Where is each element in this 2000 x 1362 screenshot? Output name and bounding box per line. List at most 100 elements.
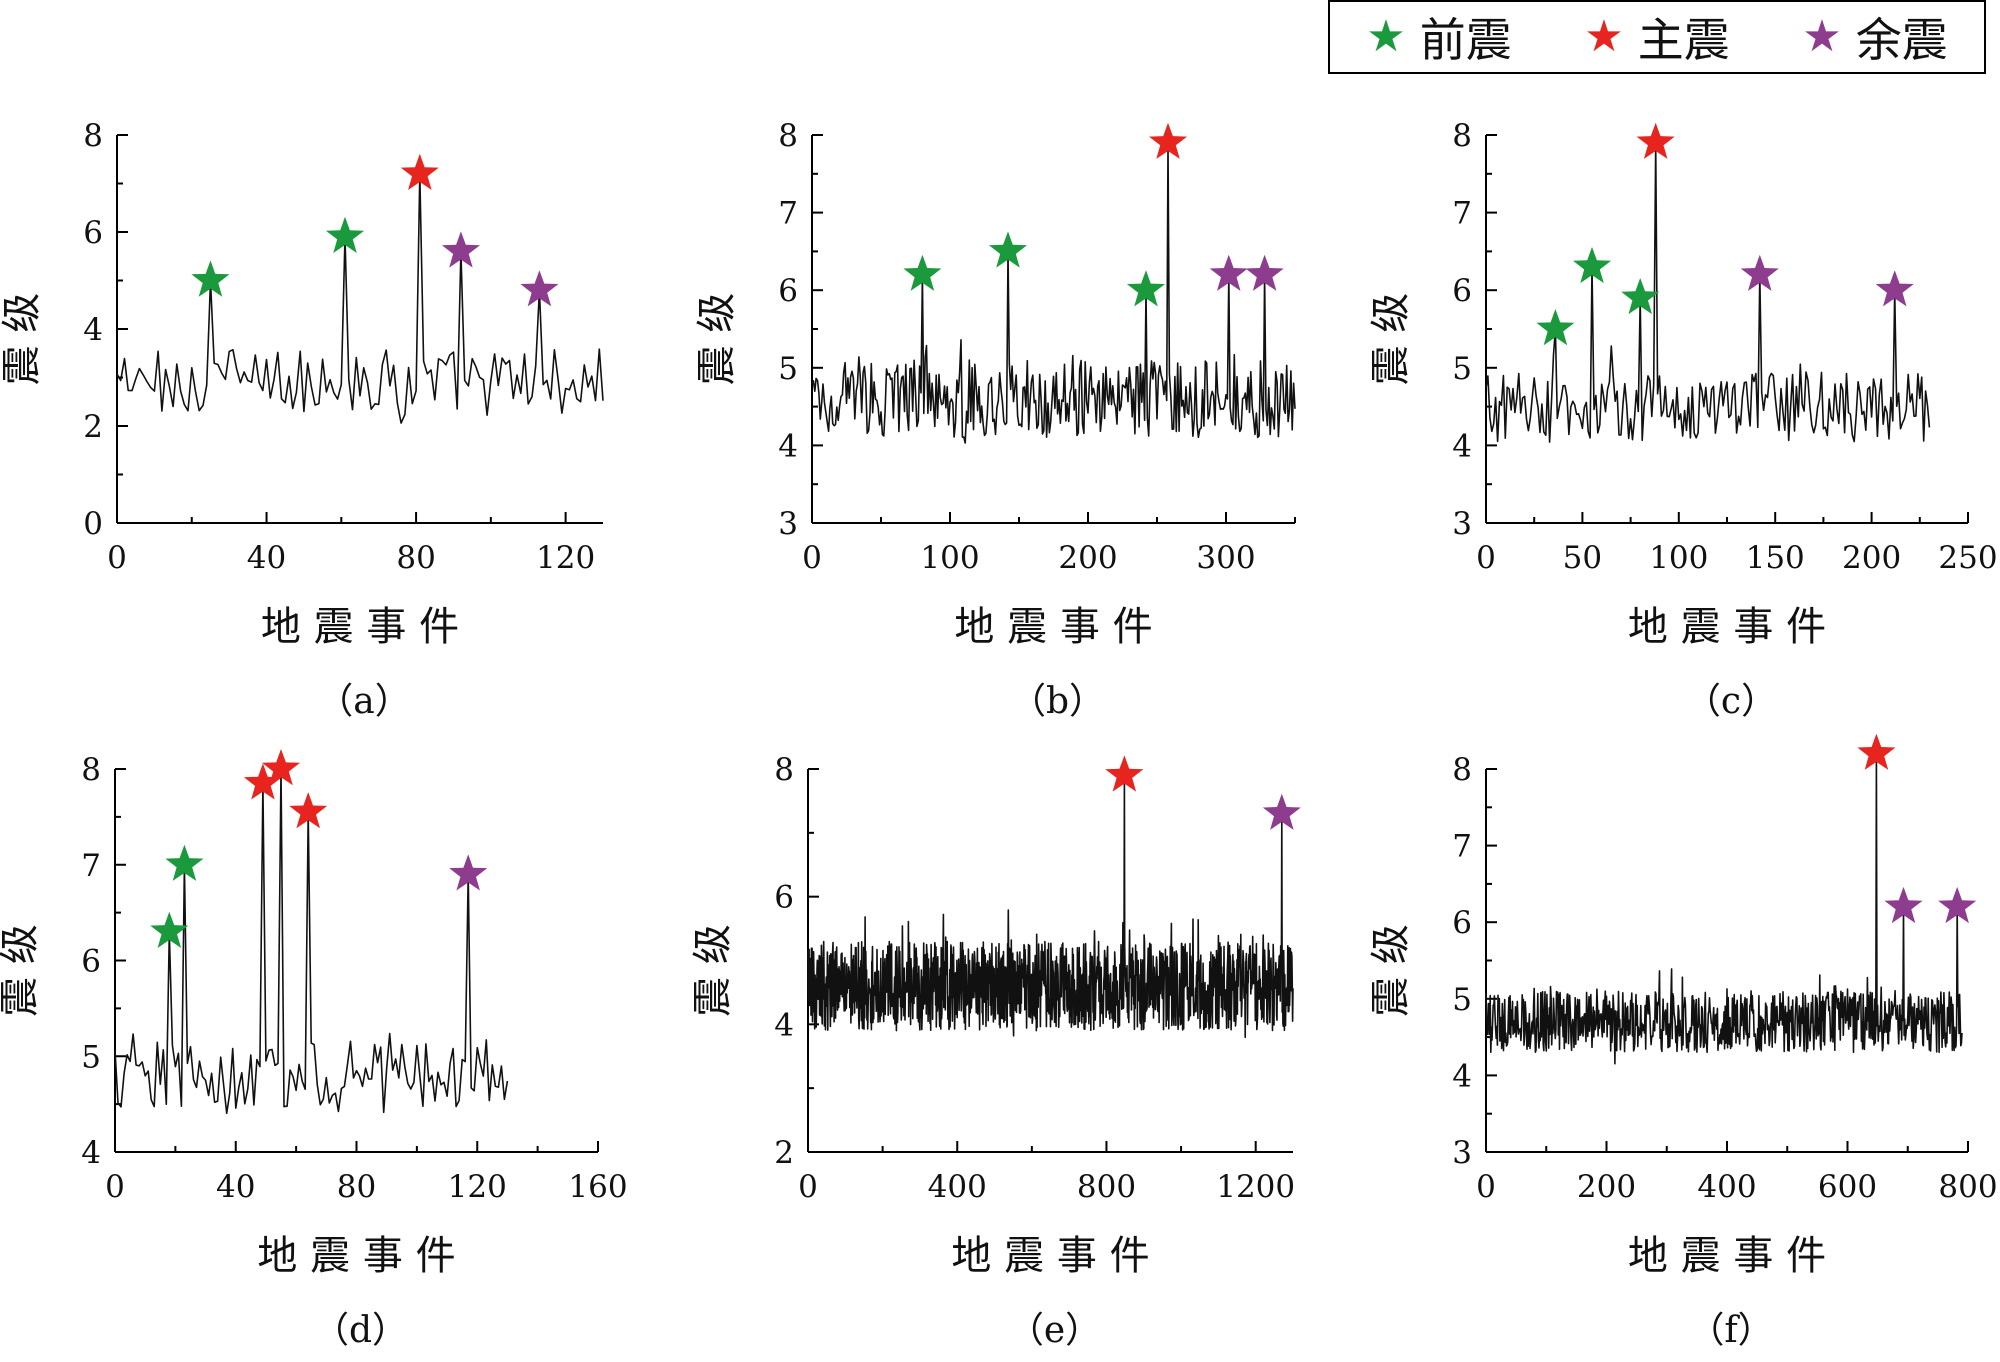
y-tick-label: 5 [81,1039,101,1075]
x-axis-title: 地 震 事 件 [261,604,459,650]
event-marker-aftershock [1884,886,1923,924]
event-marker-foreshock [150,911,189,948]
panel-label: （d） [313,1310,408,1351]
y-tick-label: 4 [778,428,798,464]
y-tick-label: 6 [778,273,798,309]
event-marker-foreshock [191,260,230,297]
y-tick-label: 7 [1452,196,1472,232]
x-axis-title: 地 震 事 件 [1628,1233,1826,1279]
y-tick-label: 6 [774,880,794,916]
x-tick-label: 200 [1058,540,1117,576]
magnitude-series-line [1485,142,1931,443]
event-marker-foreshock [1621,278,1660,315]
x-tick-label: 250 [1938,540,1997,576]
x-axis-title: 地 震 事 件 [257,1233,455,1279]
x-axis-title: 地 震 事 件 [1628,604,1826,650]
event-marker-aftershock [449,854,488,891]
event-marker-mainshock [289,792,328,829]
panel-label: （b） [1010,681,1105,722]
x-tick-label: 40 [216,1169,255,1205]
x-tick-label: 800 [1077,1169,1136,1205]
event-marker-aftershock [441,231,480,268]
event-marker-mainshock [1105,755,1144,792]
legend-label: 主震 [1637,13,1730,67]
x-tick-label: 0 [105,1169,125,1205]
chart-panel-1: 3 4 5 6 7 8 0 100 200 300 地 震 事 件 震 级 （b） [694,118,1296,722]
magnitude-series-line [114,768,509,1115]
y-tick-label: 5 [778,351,798,387]
x-tick-label: 1200 [1216,1169,1295,1205]
event-marker-foreshock [988,231,1027,268]
y-tick-label: 3 [778,506,798,542]
event-marker-mainshock [1149,122,1188,159]
x-tick-label: 200 [1842,540,1901,576]
panel-label: （a） [317,681,410,722]
event-marker-aftershock [1262,793,1301,830]
event-marker-aftershock [520,270,559,307]
legend-item-aftershock: ★ 余震 [1802,4,1947,70]
x-tick-label: 800 [1938,1169,1997,1205]
y-axis-title: 震 级 [690,924,736,1017]
x-tick-label: 400 [928,1169,987,1205]
panel-label: （f） [1688,1310,1773,1351]
legend-label: 前震 [1419,13,1512,67]
y-tick-label: 6 [1452,905,1472,941]
x-tick-label: 100 [1649,540,1708,576]
y-axis-title: 震 级 [0,924,43,1017]
x-tick-label: 120 [448,1169,507,1205]
x-tick-label: 300 [1196,540,1255,576]
y-tick-label: 7 [1452,829,1472,865]
event-marker-foreshock [1126,270,1165,307]
y-tick-label: 3 [1452,506,1472,542]
event-marker-aftershock [1740,254,1779,291]
y-tick-label: 8 [83,118,103,154]
event-marker-mainshock [243,763,282,800]
event-marker-aftershock [1209,254,1248,291]
x-tick-label: 0 [1476,1169,1496,1205]
y-tick-label: 5 [1452,982,1472,1018]
y-tick-label: 5 [1452,351,1472,387]
event-marker-aftershock [1245,254,1284,291]
event-marker-mainshock [1857,733,1896,770]
event-marker-aftershock [1875,270,1914,307]
x-tick-label: 120 [536,540,595,576]
legend-item-foreshock: ★ 前震 [1366,4,1511,70]
event-marker-foreshock [1536,309,1575,346]
y-tick-label: 8 [1452,118,1472,154]
y-tick-label: 4 [81,1135,101,1171]
y-axis-title: 震 级 [1368,924,1414,1017]
y-tick-label: 6 [81,944,101,980]
x-tick-label: 0 [798,1169,818,1205]
y-tick-label: 8 [778,118,798,154]
y-tick-label: 4 [774,1007,794,1043]
x-axis-title: 地 震 事 件 [954,604,1152,650]
chart-panel-4: 2 4 6 8 0 400 800 1200 地 震 事 件 震 级 （e） [690,752,1301,1351]
x-tick-label: 40 [247,540,286,576]
y-tick-label: 7 [778,196,798,232]
y-axis-title: 震 级 [694,293,740,386]
event-marker-mainshock [1636,122,1675,159]
y-axis-title: 震 级 [0,293,45,386]
y-tick-label: 3 [1452,1135,1472,1171]
magnitude-series-line [807,774,1294,1039]
chart-panel-5: 3 4 5 6 7 8 0 200 400 600 800 地 震 事 件 震 级 （f） [1368,733,1998,1351]
star-icon: ★ [1366,11,1406,62]
event-marker-foreshock [903,254,942,291]
panel-label: （e） [1008,1310,1101,1351]
y-tick-label: 2 [774,1135,794,1171]
magnitude-series-line [811,142,1296,444]
x-tick-label: 160 [568,1169,627,1205]
chart-panel-2: 3 4 5 6 7 8 0 50 100 150 200 250 地 震 事 件 震 级 （c） [1368,118,1998,722]
x-tick-label: 150 [1746,540,1805,576]
y-tick-label: 0 [83,506,103,542]
magnitude-series-line [1485,752,1963,1065]
x-tick-label: 80 [337,1169,376,1205]
y-axis-title: 震 级 [1368,293,1414,386]
x-tick-label: 0 [802,540,822,576]
y-tick-label: 2 [83,409,103,445]
x-axis-title: 地 震 事 件 [951,1233,1149,1279]
y-tick-label: 8 [1452,752,1472,788]
